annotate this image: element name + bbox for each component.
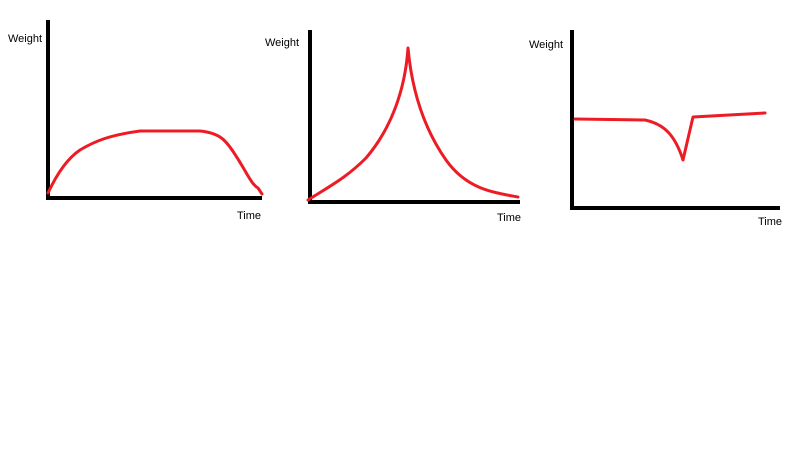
y-axis-label: Weight	[529, 39, 563, 51]
y-axis-label: Weight	[265, 37, 299, 49]
y-axis-label: Weight	[8, 33, 42, 45]
x-axis-label: Time	[497, 212, 521, 224]
panel: Weight Time	[265, 30, 521, 224]
curve	[573, 111, 767, 162]
panel: Weight Time	[8, 20, 264, 222]
x-axis-label: Time	[237, 210, 261, 222]
curve	[46, 129, 264, 196]
curve	[306, 46, 520, 202]
panel: Weight Time	[529, 30, 782, 228]
x-axis-label: Time	[758, 216, 782, 228]
